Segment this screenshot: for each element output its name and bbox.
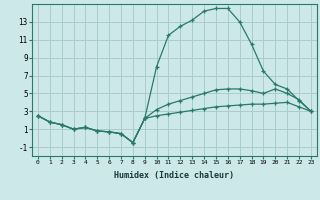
X-axis label: Humidex (Indice chaleur): Humidex (Indice chaleur) [115,171,234,180]
